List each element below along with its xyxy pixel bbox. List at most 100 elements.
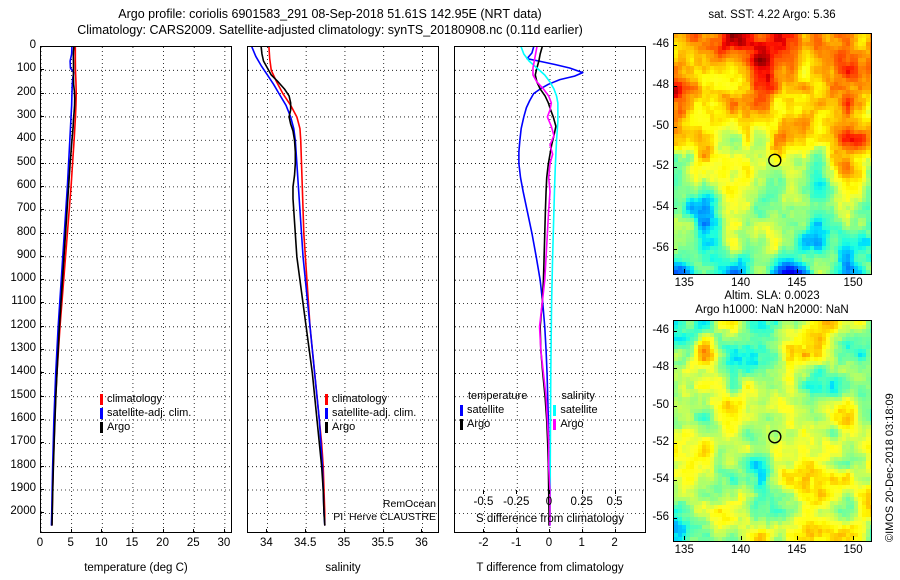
axis-tick-label: -54 [652, 473, 669, 486]
axis-tick-label: 35 [337, 537, 351, 549]
axis-tick-label: 0 [545, 537, 553, 549]
axis-tick [40, 372, 44, 374]
axis-tick [673, 368, 677, 370]
axis-tick [70, 529, 72, 533]
figure-title: Argo profile: coriolis 6901583_291 08-Se… [0, 6, 660, 38]
legend-label: Argo [467, 418, 491, 430]
axis-tick [193, 529, 195, 533]
title-line-2: Climatology: CARS2009. Satellite-adjuste… [77, 23, 583, 37]
axis-tick-label: 0 [36, 537, 44, 549]
axis-tick [516, 490, 518, 494]
axis-tick-label: -46 [652, 38, 669, 51]
legend-label: satellite-adj. clim. [332, 407, 417, 419]
axis-tick [549, 490, 550, 494]
axis-tick [614, 490, 616, 494]
axis-tick-label: 150 [843, 544, 863, 556]
axis-tick-label: 1900 [10, 482, 36, 495]
axis-tick-label: 25 [186, 537, 200, 549]
axis-tick-label: 1800 [10, 458, 36, 471]
axis-tick-label: 0.5 [606, 496, 623, 508]
legend-item: satellite [460, 403, 527, 417]
axis-tick-label: 30 [217, 537, 231, 549]
axis-tick [162, 529, 164, 533]
axis-tick [40, 325, 44, 327]
axis-tick-label: 1200 [10, 318, 36, 331]
axis-tick [40, 115, 44, 117]
legend-item: satellite [553, 403, 598, 417]
legend-label: climatology [107, 393, 163, 405]
axis-tick [549, 529, 550, 533]
legend-header-label: salinity [561, 390, 595, 402]
axis-tick [40, 442, 44, 444]
legend-label: Argo [107, 421, 131, 433]
axis-tick [40, 92, 44, 94]
legend-swatch-satellite-adj [100, 407, 103, 419]
axis-tick [483, 490, 485, 494]
axis-tick [673, 85, 677, 87]
legend-swatch-temperature-satellite [460, 404, 463, 416]
axis-tick-label: 800 [16, 225, 36, 238]
axis-tick-label: 145 [787, 544, 807, 556]
sla-map-panel [673, 320, 872, 542]
axis-tick-label: 1600 [10, 412, 36, 425]
axis-tick [581, 529, 583, 533]
axis-tick-label: -54 [652, 200, 669, 213]
axis-tick-label: 1300 [10, 342, 36, 355]
axis-tick-label: 600 [16, 178, 36, 191]
axis-tick-label: 140 [730, 544, 751, 556]
legend-header: temperature [460, 389, 527, 403]
sla-map-image [674, 321, 871, 541]
legend-header: salinity [553, 389, 597, 403]
axis-tick [673, 45, 677, 47]
axis-tick-label: -1 [511, 537, 522, 549]
axis-tick-label: 34.5 [293, 537, 317, 549]
axis-tick-label: 2000 [10, 505, 36, 518]
legend-item: Argo [553, 417, 597, 431]
temperature-plot-area [41, 47, 231, 532]
axis-tick [40, 232, 44, 234]
axis-tick [581, 490, 583, 494]
axis-tick-label: 20 [156, 537, 169, 549]
axis-tick [40, 349, 44, 351]
legend-item: climatology [325, 392, 416, 406]
axis-tick [266, 529, 268, 533]
axis-tick [684, 536, 686, 540]
axis-tick-label: 10 [94, 537, 108, 549]
float-position-marker [768, 153, 782, 168]
legend-label: Argo [560, 418, 584, 430]
axis-tick-label: 1700 [10, 435, 36, 448]
axis-tick [40, 395, 44, 397]
credit-line-2: PI: Herve CLAUSTRE [333, 511, 436, 523]
axis-tick [673, 443, 677, 445]
axis-tick-label: -48 [652, 78, 669, 91]
axis-tick [343, 529, 345, 533]
difference-profile-panel [454, 46, 646, 533]
legend-swatch-salinity-satellite [553, 404, 557, 416]
axis-tick [673, 248, 677, 250]
axis-tick-label: 1100 [11, 295, 36, 308]
legend-label: climatology [332, 393, 388, 405]
axis-tick-label: -56 [652, 510, 669, 523]
axis-tick [101, 529, 103, 533]
axis-tick [796, 269, 798, 273]
axis-tick [516, 529, 518, 533]
axis-tick-label: -2 [478, 537, 489, 549]
axis-tick [673, 480, 677, 482]
axis-tick [131, 529, 133, 533]
credit-line-1: RemOcean [382, 498, 436, 510]
temperature-profile-panel [40, 46, 232, 533]
axis-tick [673, 167, 677, 169]
axis-tick [684, 269, 686, 273]
sst-map-image [674, 34, 871, 274]
axis-tick-label: 150 [843, 277, 863, 289]
float-position-marker [768, 430, 782, 444]
axis-tick-label: 34 [259, 537, 273, 549]
axis-tick [40, 185, 44, 187]
axis-tick-label: 0 [545, 496, 553, 508]
difference-legend-temperature: temperature satellite Argo [460, 389, 527, 431]
axis-tick-label: 1000 [10, 272, 36, 285]
legend-item: Argo [100, 420, 191, 434]
axis-tick-label: -52 [652, 436, 669, 449]
axis-tick [40, 46, 44, 47]
sst-map-panel [673, 33, 872, 275]
